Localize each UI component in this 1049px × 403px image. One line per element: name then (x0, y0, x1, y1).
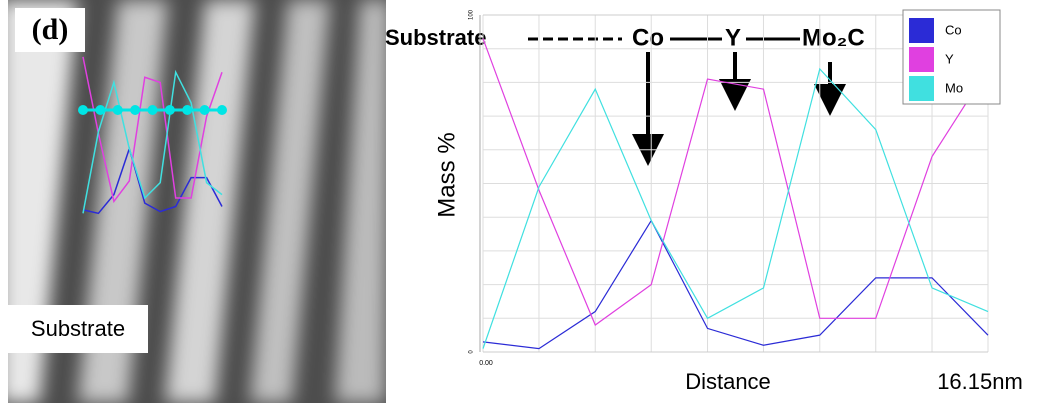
panel-label: (d) (32, 13, 69, 46)
series-line (482, 38, 989, 326)
y-tick-label: 0 (469, 350, 475, 354)
legend-label: Y (945, 51, 954, 66)
scan-dot (217, 105, 227, 115)
annotation: Y (725, 24, 741, 51)
overlay-line (82, 56, 223, 204)
legend-label: Co (945, 22, 962, 37)
overlay-profile (82, 56, 223, 215)
series-line (482, 67, 989, 349)
x-tick-label: 16.15nm (937, 369, 1023, 394)
x-tick-label: 0.00 (479, 360, 493, 367)
scan-dot (164, 105, 175, 115)
legend-label: Mo (945, 80, 963, 95)
scan-dot (112, 105, 123, 115)
annotation: Substrate (385, 25, 486, 50)
annotation: Mo₂C (802, 24, 865, 51)
scan-dot (199, 105, 210, 115)
scan-dots (78, 105, 227, 115)
caption-box (8, 305, 148, 353)
scan-dot (130, 105, 141, 115)
overlay-line (82, 146, 223, 215)
label-box (15, 8, 85, 52)
scan-dot (78, 105, 88, 115)
scan-dot (95, 105, 106, 115)
image-caption: Substrate (31, 316, 125, 341)
series-line (482, 219, 989, 350)
scan-dot (182, 105, 193, 115)
legend-swatch (909, 47, 934, 72)
scan-dot (147, 105, 158, 115)
annotation: Co (632, 24, 664, 51)
legend-swatch (909, 18, 934, 43)
plot: 0 100 0.00 16.15nm Co Y Mo (469, 9, 1023, 393)
legend-swatch (909, 76, 934, 101)
overlay-line (82, 69, 223, 214)
x-axis-label: Distance (685, 369, 771, 394)
y-axis-label: Mass % (433, 132, 460, 217)
y-tick-label: 100 (469, 9, 475, 20)
